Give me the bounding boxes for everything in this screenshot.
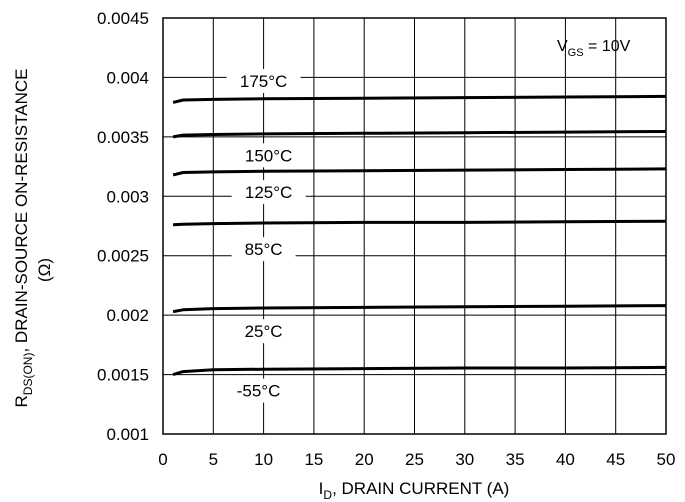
- y-tick-label: 0.0015: [97, 366, 149, 385]
- series-label: 175°C: [240, 72, 287, 91]
- series-label-background: [231, 180, 306, 205]
- x-tick-label: 25: [405, 450, 424, 469]
- y-axis-label-unit: (Ω): [35, 258, 54, 282]
- x-tick-label: 0: [158, 450, 167, 469]
- series-label: 150°C: [245, 146, 292, 165]
- series-lines: [172, 94, 667, 377]
- x-tick-label: 35: [506, 450, 525, 469]
- x-tick-label: 5: [209, 450, 218, 469]
- x-tick-label: 10: [254, 450, 273, 469]
- x-tick-label: 40: [556, 450, 575, 469]
- x-tick-label: 45: [606, 450, 625, 469]
- label-backgrounds: [221, 68, 306, 403]
- x-tick-labels: 0 5 10 15 20 25 30 35 40 45 50: [158, 450, 675, 469]
- y-tick-label: 0.0045: [97, 9, 149, 28]
- vgs-condition-label: VGS = 10V: [557, 38, 631, 59]
- y-tick-label: 0.004: [106, 68, 149, 87]
- series-label: 25°C: [245, 322, 283, 341]
- y-tick-label: 0.002: [106, 306, 149, 325]
- series-line: [173, 219, 667, 227]
- y-tick-label: 0.0025: [97, 247, 149, 266]
- series-label-background: [221, 378, 296, 403]
- series-line: [172, 167, 667, 177]
- series-label: 85°C: [245, 240, 283, 259]
- series-label-background: [231, 237, 296, 262]
- x-axis-label: ID, DRAIN CURRENT (A): [319, 479, 510, 502]
- x-tick-label: 15: [304, 450, 323, 469]
- x-tick-label: 20: [355, 450, 374, 469]
- x-tick-label: 30: [455, 450, 474, 469]
- y-tick-label: 0.003: [106, 187, 149, 206]
- y-tick-label: 0.0035: [97, 128, 149, 147]
- series-line: [172, 130, 667, 139]
- series-label-background: [231, 319, 296, 344]
- series-line: [172, 365, 667, 377]
- series-label: 125°C: [245, 183, 292, 202]
- y-tick-labels: 0.001 0.0015 0.002 0.0025 0.003 0.0035 0.004 0.…: [97, 9, 149, 444]
- svg-text:RDS(ON), DRAIN-SOURCE ON-RES: RDS(ON), DRAIN-SOURCE ON-RESISTANCE: [12, 69, 35, 408]
- y-tick-label: 0.001: [106, 425, 149, 444]
- series-label-background: [231, 143, 306, 168]
- y-axis-label: RDS(ON), DRAIN-SOURCE ON-RESISTANCE (Ω): [12, 69, 54, 408]
- series-label: -55°C: [237, 382, 281, 401]
- series-line: [172, 94, 667, 104]
- plot-frame: [162, 17, 667, 435]
- x-tick-label: 50: [657, 450, 676, 469]
- series-label-background: [226, 68, 301, 93]
- series-labels: 175°C 150°C 125°C 85°C 25°C -55°C: [237, 72, 293, 401]
- series-line: [172, 304, 667, 314]
